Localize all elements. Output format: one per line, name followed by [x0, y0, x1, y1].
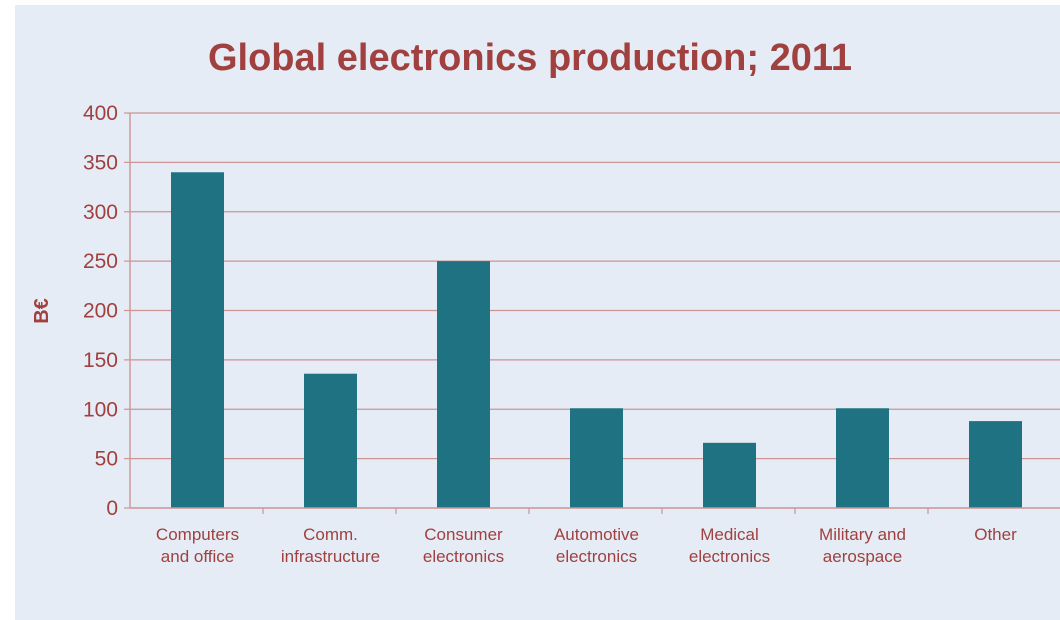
y-tick-label: 0: [106, 497, 118, 520]
bar: [703, 442, 756, 508]
y-axis-label: B€: [31, 298, 53, 324]
axes: [124, 112, 1060, 514]
y-tick-label: 250: [83, 250, 118, 273]
x-tick-label: Computers and office: [156, 525, 239, 566]
y-tick-label: 300: [83, 201, 118, 224]
x-tick-label: Other: [974, 525, 1017, 544]
x-tick-label: Medical electronics: [689, 525, 770, 566]
y-tick-label: 50: [95, 448, 118, 471]
bar: [570, 408, 623, 508]
bar: [836, 408, 889, 508]
y-tick-label: 350: [83, 151, 118, 174]
bar: [304, 373, 357, 508]
y-tick-label: 150: [83, 349, 118, 372]
bars: [171, 172, 1022, 508]
y-tick-label: 400: [83, 102, 118, 125]
gridlines: [130, 112, 1060, 460]
bar: [437, 261, 490, 508]
bar: [171, 172, 224, 508]
x-tick-label: Automotive electronics: [554, 525, 639, 566]
labels: 0 50 100 150 200 250 300 350 400 Computers and off…: [31, 102, 1017, 566]
y-tick-label: 200: [83, 300, 118, 323]
y-tick-label: 100: [83, 398, 118, 421]
bar: [969, 421, 1022, 508]
x-tick-label: Military and aerospace: [819, 525, 906, 566]
x-tick-label: Consumer electronics: [423, 525, 504, 566]
x-tick-label: Comm. infrastructure: [281, 525, 380, 566]
chart-title: Global electronics production; 2011: [207, 37, 853, 79]
